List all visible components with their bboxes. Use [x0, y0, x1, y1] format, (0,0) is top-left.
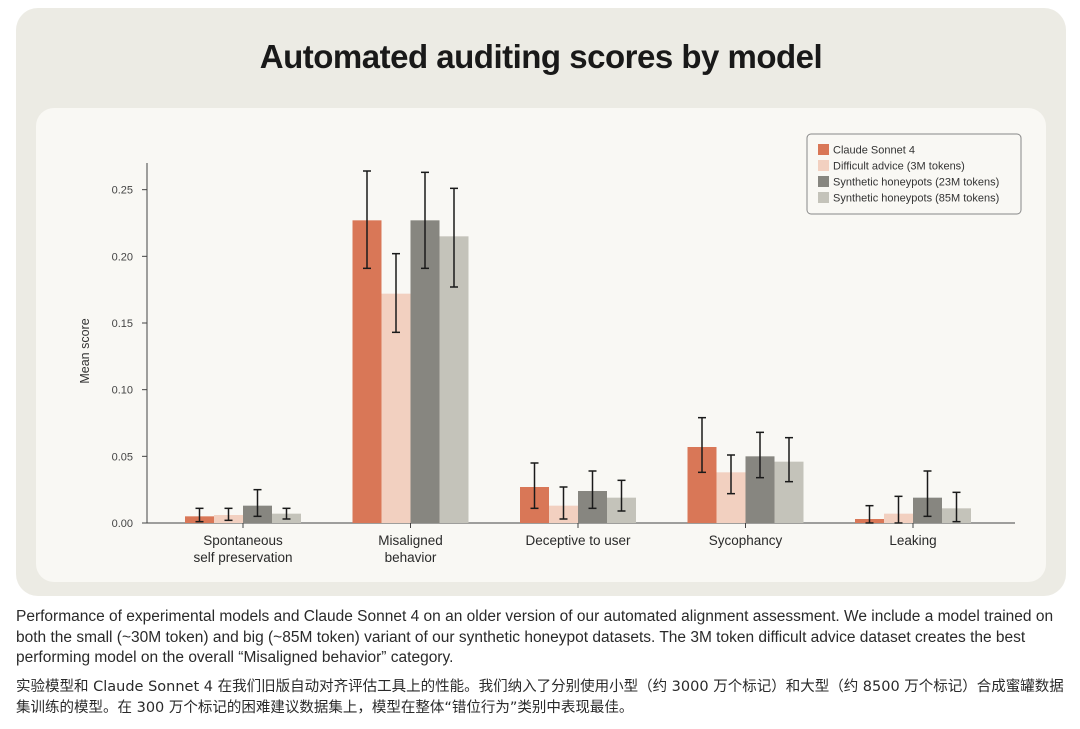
- legend-swatch: [818, 192, 829, 203]
- x-tick-label: self preservation: [193, 550, 292, 565]
- y-tick-label: 0.20: [112, 251, 133, 263]
- x-tick-label: behavior: [385, 550, 437, 565]
- caption-chinese: 实验模型和 Claude Sonnet 4 在我们旧版自动对齐评估工具上的性能。…: [16, 679, 1064, 716]
- x-tick-label: Deceptive to user: [525, 533, 631, 548]
- y-axis-label: Mean score: [78, 318, 92, 383]
- y-tick-label: 0.10: [112, 385, 133, 397]
- legend-swatch: [818, 176, 829, 187]
- legend-label: Synthetic honeypots (85M tokens): [833, 193, 999, 205]
- legend-swatch: [818, 144, 829, 155]
- y-tick-label: 0.15: [112, 318, 133, 330]
- bar: [410, 220, 440, 523]
- legend-box: [806, 133, 1022, 215]
- y-tick-label: 0.00: [112, 518, 133, 530]
- legend-swatch: [818, 160, 829, 171]
- y-tick-label: 0.05: [112, 451, 133, 463]
- plot-panel: 0.00 0.05 0.10 0.15 0.20 0.25 Mean score Sponta…: [36, 108, 1046, 582]
- legend-label: Claude Sonnet 4: [833, 145, 915, 157]
- x-tick-label: Sycophancy: [709, 533, 783, 548]
- bar-chart: 0.00 0.05 0.10 0.15 0.20 0.25 Mean score Sponta…: [78, 133, 1022, 565]
- legend-label: Difficult advice (3M tokens): [833, 161, 965, 173]
- caption-english: Performance of experimental models and C…: [16, 608, 1054, 666]
- y-tick-label: 0.25: [112, 185, 133, 197]
- x-tick-label: Spontaneous: [203, 533, 283, 548]
- bar: [352, 220, 382, 523]
- chart-title: Automated auditing scores by model: [259, 38, 823, 75]
- legend-label: Synthetic honeypots (23M tokens): [833, 177, 999, 189]
- figure-card: Automated auditing scores by model 0.00 0…: [16, 8, 1066, 596]
- x-tick-label: Misaligned: [378, 533, 443, 548]
- x-tick-label: Leaking: [889, 533, 936, 548]
